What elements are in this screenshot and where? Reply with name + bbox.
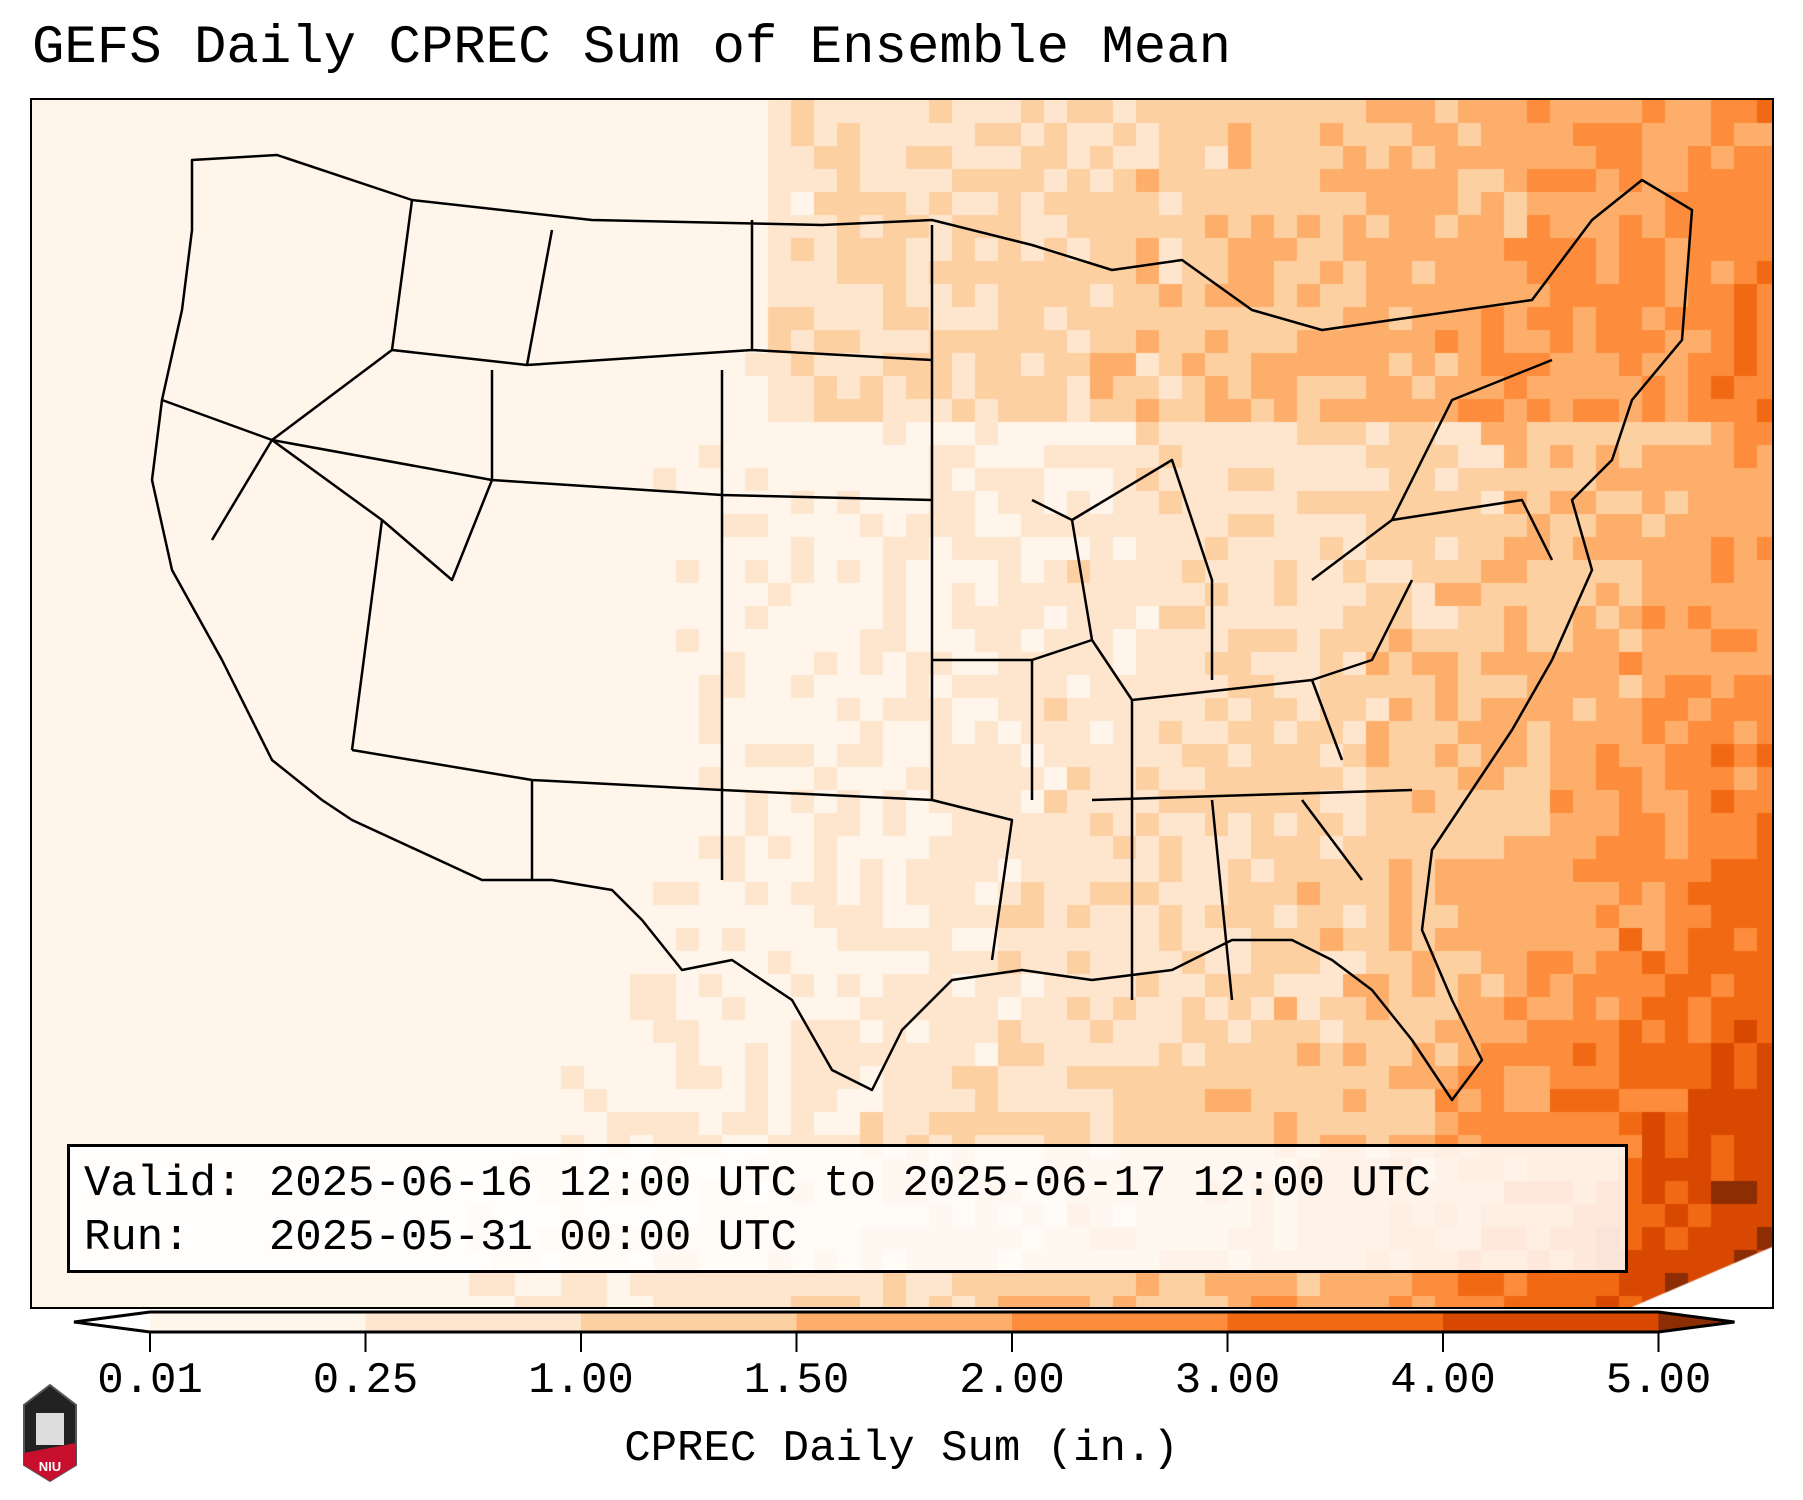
colorbar-tick-label: 3.00 (1174, 1356, 1281, 1406)
state-boundaries (150, 153, 1694, 1102)
colorbar-tick-label: 0.01 (97, 1356, 203, 1406)
colorbar-bin (581, 1312, 797, 1332)
run-time: 2025-05-31 00:00 UTC (268, 1213, 797, 1263)
colorbar-over-extension (1658, 1312, 1735, 1332)
colorbar-bin (1012, 1312, 1228, 1332)
colorbar-bin (150, 1312, 366, 1332)
valid-line: Valid: 2025-06-16 12:00 UTC to 2025-06-1… (84, 1157, 1611, 1211)
figure-title: GEFS Daily CPREC Sum of Ensemble Mean (32, 18, 1231, 79)
colorbar-under-extension (74, 1312, 150, 1332)
colorbar-bin (1443, 1312, 1659, 1332)
colorbar-label: CPREC Daily Sum (in.) (624, 1424, 1179, 1474)
colorbar-bin (796, 1312, 1013, 1332)
colorbar-tick-label: 0.25 (312, 1356, 419, 1406)
colorbar-tick-label: 1.00 (528, 1356, 634, 1406)
colorbar (73, 1310, 1735, 1352)
us-outline (150, 153, 1694, 1102)
colorbar-tick-label: 4.00 (1390, 1356, 1496, 1406)
precipitation-map (30, 98, 1774, 1309)
run-line: Run: 2025-05-31 00:00 UTC (84, 1211, 1611, 1265)
valid-run-info-box: Valid: 2025-06-16 12:00 UTC to 2025-06-1… (67, 1144, 1628, 1273)
valid-time-range: 2025-06-16 12:00 UTC to 2025-06-17 12:00… (268, 1159, 1431, 1209)
colorbar-tick-label: 2.00 (959, 1356, 1065, 1406)
precipitation-field (32, 100, 1772, 1307)
colorbar-tick-label: 1.50 (743, 1356, 850, 1406)
niu-logo: NIU (23, 1383, 77, 1483)
colorbar-tick-label: 5.00 (1605, 1356, 1712, 1406)
state-lines (161, 199, 1554, 1001)
colorbar-bin (365, 1312, 582, 1332)
svg-text:NIU: NIU (39, 1459, 61, 1474)
run-label: Run: (84, 1213, 190, 1263)
valid-label: Valid: (84, 1159, 243, 1209)
colorbar-bin (1227, 1312, 1444, 1332)
